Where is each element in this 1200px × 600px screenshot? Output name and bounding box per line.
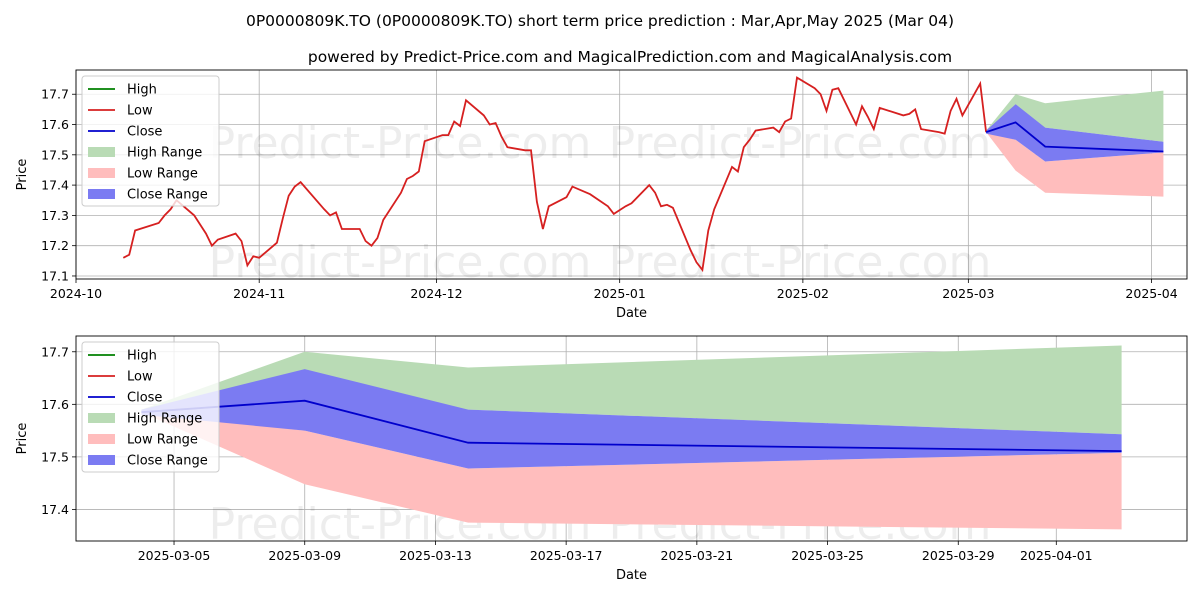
close-forecast-line <box>985 121 1164 153</box>
legend-close-range-label: Close Range <box>127 188 208 203</box>
legend-high-range-label: High Range <box>127 412 202 427</box>
y-tick-label: 17.5 <box>41 147 69 162</box>
legend-low-label: Low <box>127 104 153 119</box>
x-axis-label: Date <box>616 568 647 583</box>
legend-low-range-label: Low Range <box>127 433 198 448</box>
x-tick-label: 2025-03-13 <box>399 548 472 563</box>
y-tick-label: 17.7 <box>41 87 69 102</box>
y-tick-label: 17.6 <box>41 117 69 132</box>
y-axis-label: Price <box>15 423 30 455</box>
chart-subtitle: powered by Predict-Price.com and Magical… <box>308 48 952 66</box>
y-tick-label: 17.2 <box>41 238 69 253</box>
legend-high-label: High <box>127 83 157 98</box>
legend: High Low Close High Range Low Range Close Ran… <box>81 75 220 207</box>
x-tick-label: 2024-12 <box>410 286 462 301</box>
x-tick-label: 2025-03-21 <box>661 548 734 563</box>
y-tick-label: 17.4 <box>41 178 69 193</box>
legend-low-range-swatch <box>88 168 115 178</box>
x-tick-label: 2025-03-05 <box>138 548 211 563</box>
plot-frame <box>75 69 1188 280</box>
legend-box <box>81 75 220 207</box>
x-tick-label: 2024-11 <box>233 286 285 301</box>
top-chart-panel: 2024-10 2024-11 2024-12 2025-01 2025-02 2025-… <box>15 69 1188 321</box>
x-tick-label: 2025-03-29 <box>922 548 995 563</box>
x-tick-label: 2024-10 <box>50 286 102 301</box>
legend: High Low Close High Range Low Range Close Ran… <box>81 341 220 473</box>
x-axis-label: Date <box>616 306 647 321</box>
y-tick-label: 17.3 <box>41 208 69 223</box>
high-range-band <box>986 90 1164 142</box>
low-range-band <box>986 132 1164 197</box>
x-tick-label: 2025-04 <box>1125 286 1177 301</box>
legend-close-range-swatch <box>88 455 115 465</box>
legend-low-range-label: Low Range <box>127 167 198 182</box>
x-tick-label: 2025-03-09 <box>268 548 341 563</box>
chart-title: 0P0000809K.TO (0P0000809K.TO) short term… <box>246 12 954 30</box>
y-tick-label: 17.4 <box>41 502 69 517</box>
y-tick-label: 17.7 <box>41 344 69 359</box>
low-range-band <box>141 412 1122 530</box>
y-tick-label: 17.6 <box>41 397 69 412</box>
legend-close-label: Close <box>127 125 162 140</box>
legend-box <box>81 341 220 473</box>
x-tick-label: 2025-04-01 <box>1020 548 1093 563</box>
plot-frame <box>75 335 1188 542</box>
legend-close-range-swatch <box>88 189 115 199</box>
watermark: Predict-Price.com <box>609 237 992 288</box>
legend-high-range-swatch <box>88 413 115 423</box>
bottom-chart-panel: 2025-03-05 2025-03-09 2025-03-13 2025-03-17… <box>15 335 1188 583</box>
legend-close-range-label: Close Range <box>127 454 208 469</box>
y-tick-label: 17.5 <box>41 449 69 464</box>
legend-low-range-swatch <box>88 434 115 444</box>
high-range-band <box>141 345 1122 435</box>
legend-low-label: Low <box>127 370 153 385</box>
legend-high-range-label: High Range <box>127 146 202 161</box>
legend-high-range-swatch <box>88 147 115 157</box>
low-history-line <box>122 76 987 273</box>
close-range-band <box>141 369 1122 469</box>
x-tick-label: 2025-03-25 <box>791 548 864 563</box>
watermark: Predict-Price.com <box>209 237 592 288</box>
y-axis-label: Price <box>15 159 30 191</box>
watermark: Predict-Price.com <box>209 118 592 169</box>
watermark: Predict-Price.com <box>609 118 992 169</box>
legend-close-label: Close <box>127 391 162 406</box>
x-tick-label: 2025-03 <box>942 286 994 301</box>
close-range-band <box>986 104 1164 162</box>
x-tick-label: 2025-03-17 <box>530 548 603 563</box>
close-forecast-line <box>141 399 1122 452</box>
y-tick-label: 17.1 <box>41 268 69 283</box>
legend-high-label: High <box>127 349 157 364</box>
x-tick-label: 2025-01 <box>594 286 646 301</box>
x-tick-label: 2025-02 <box>777 286 829 301</box>
